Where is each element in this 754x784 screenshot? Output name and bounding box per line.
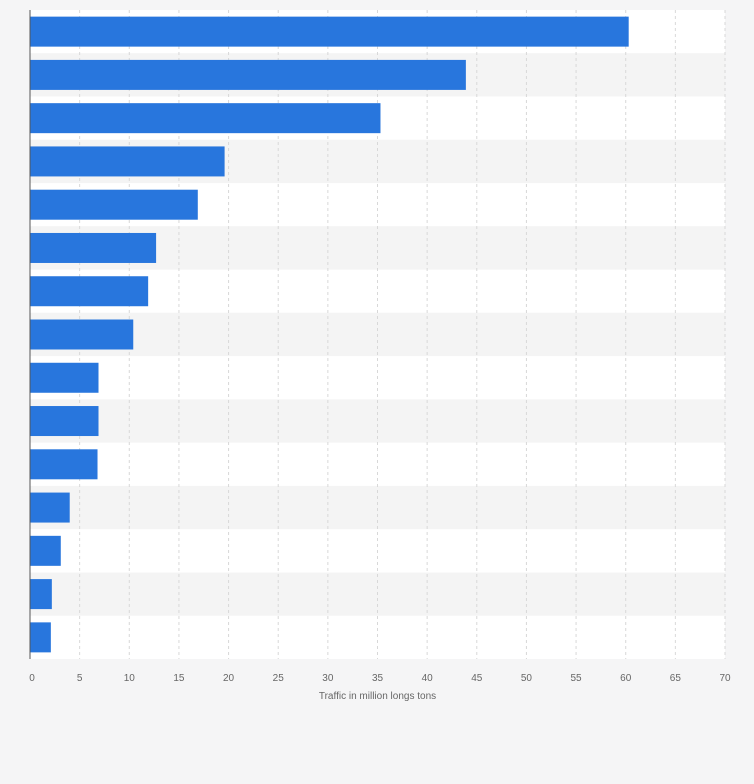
x-tick-label: 60 [620,673,632,684]
x-tick-label: 55 [571,673,583,684]
x-tick-label: 45 [471,673,483,684]
bar[interactable] [30,59,466,90]
bar[interactable] [30,535,61,566]
bar[interactable] [30,362,99,393]
bar[interactable] [30,449,98,480]
bar[interactable] [30,276,149,307]
bar[interactable] [30,622,51,653]
bar[interactable] [30,492,70,523]
x-tick-label: 70 [719,673,731,684]
x-tick-label: 5 [77,673,83,684]
bar[interactable] [30,319,134,350]
x-tick-label: 10 [124,673,136,684]
x-axis-ticks: 0 5 10 15 20 25 30 35 40 45 50 55 60 65 70 [29,673,731,684]
x-tick-label: 40 [422,673,434,684]
x-tick-label: 30 [322,673,334,684]
bar[interactable] [30,103,381,134]
bar[interactable] [30,16,629,47]
x-tick-label: 15 [173,673,185,684]
bar[interactable] [30,232,157,263]
bar[interactable] [30,406,99,437]
bar[interactable] [30,189,198,220]
x-tick-label: 20 [223,673,235,684]
x-tick-label: 35 [372,673,384,684]
bars [30,16,629,653]
bar[interactable] [30,579,52,610]
x-tick-label: 0 [29,673,35,684]
x-axis-title: Traffic in million longs tons [319,691,436,702]
bar[interactable] [30,146,225,177]
x-tick-label: 25 [273,673,285,684]
x-tick-label: 65 [670,673,682,684]
x-tick-label: 50 [521,673,533,684]
